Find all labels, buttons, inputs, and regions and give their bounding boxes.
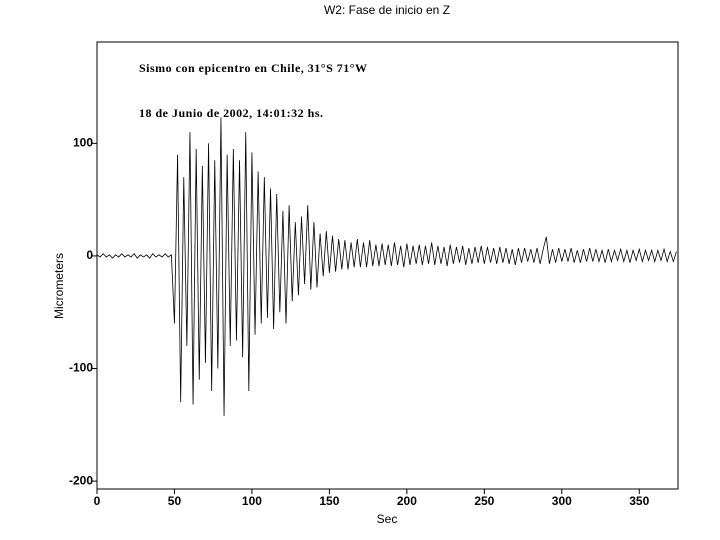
x-tick-label: 200 bbox=[397, 494, 417, 508]
y-tick-label: -100 bbox=[69, 361, 93, 375]
annotation: Sismo con epicentro en Chile, 31°S 71°W bbox=[139, 61, 368, 75]
y-tick-label: -200 bbox=[69, 473, 93, 487]
x-tick-label: 100 bbox=[242, 494, 262, 508]
y-tick-label: 100 bbox=[73, 136, 93, 150]
y-tick-label: 0 bbox=[86, 248, 93, 262]
x-tick-label: 300 bbox=[552, 494, 572, 508]
seismogram-line bbox=[96, 117, 677, 416]
x-tick-label: 0 bbox=[94, 494, 101, 508]
x-tick-label: 150 bbox=[319, 494, 339, 508]
chart-title: W2: Fase de inicio en Z bbox=[324, 3, 450, 17]
plot-frame bbox=[96, 41, 679, 490]
x-axis-label: Sec bbox=[377, 512, 398, 526]
annotation: 18 de Junio de 2002, 14:01:32 hs. bbox=[139, 106, 324, 120]
y-axis-label: Micrometers bbox=[52, 253, 66, 319]
x-tick-label: 350 bbox=[629, 494, 649, 508]
x-tick-label: 250 bbox=[474, 494, 494, 508]
x-tick-label: 50 bbox=[168, 494, 182, 508]
